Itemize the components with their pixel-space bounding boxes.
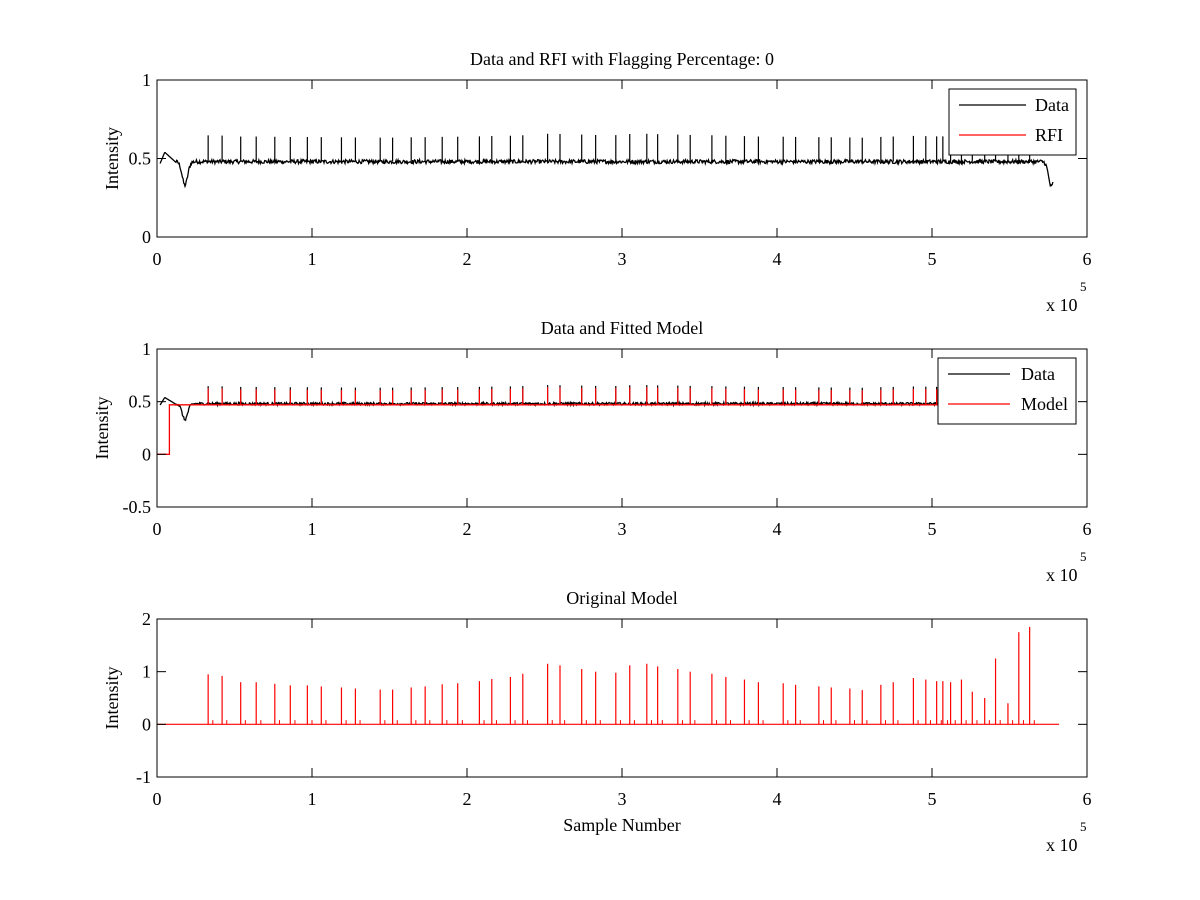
- x-tick-label: 6: [1083, 789, 1092, 809]
- y-tick-label: 0: [142, 714, 151, 734]
- x-tick-label: 2: [463, 249, 472, 269]
- y-tick-label: 1: [142, 339, 151, 359]
- legend-label-rfi: RFI: [1035, 125, 1063, 145]
- x-tick-label: 1: [308, 789, 317, 809]
- plot-area: [159, 128, 1054, 189]
- chart-title: Data and RFI with Flagging Percentage: 0: [470, 49, 774, 69]
- x-tick-label: 5: [928, 249, 937, 269]
- plot-area: [157, 626, 1060, 725]
- chart-title: Original Model: [566, 588, 677, 608]
- legend: Data Model: [937, 357, 1077, 425]
- y-axis-label: Intensity: [102, 667, 122, 730]
- series-line-data: [159, 151, 1054, 189]
- y-tick-label: -1: [136, 767, 151, 787]
- y-axis-label: Intensity: [92, 397, 112, 460]
- x-tick-label: 4: [773, 519, 782, 539]
- x-tick-label: 0: [153, 789, 162, 809]
- x-tick-label: 0: [153, 249, 162, 269]
- y-tick-label: 0.5: [129, 149, 152, 169]
- y-tick-label: 0.5: [129, 392, 152, 412]
- x-exponent-base: x 10: [1046, 295, 1078, 315]
- x-exponent-power: 5: [1080, 819, 1087, 834]
- x-tick-label: 6: [1083, 519, 1092, 539]
- legend-label-data: Data: [1021, 364, 1055, 384]
- x-tick-label: 1: [308, 519, 317, 539]
- y-tick-label: 0: [142, 227, 151, 247]
- x-tick-label: 0: [153, 519, 162, 539]
- x-exponent-base: x 10: [1046, 835, 1078, 855]
- x-tick-label: 5: [928, 789, 937, 809]
- x-tick-label: 3: [618, 519, 627, 539]
- x-tick-label: 1: [308, 249, 317, 269]
- x-exponent-power: 5: [1080, 549, 1087, 564]
- y-tick-label: 1: [142, 70, 151, 90]
- y-axis-label: Intensity: [102, 127, 122, 190]
- legend-label-data: Data: [1035, 95, 1069, 115]
- x-tick-label: 4: [773, 789, 782, 809]
- y-tick-label: 0: [142, 444, 151, 464]
- x-tick-label: 3: [618, 789, 627, 809]
- y-tick-label: -0.5: [123, 497, 152, 517]
- legend-box: [948, 88, 1077, 156]
- x-exponent-power: 5: [1080, 279, 1087, 294]
- x-tick-label: 3: [618, 249, 627, 269]
- y-tick-label: 1: [142, 662, 151, 682]
- x-axis-label: Sample Number: [563, 815, 680, 835]
- x-exponent-base: x 10: [1046, 565, 1078, 585]
- x-tick-label: 6: [1083, 249, 1092, 269]
- y-tick-label: 2: [142, 609, 151, 629]
- x-tick-label: 5: [928, 519, 937, 539]
- legend: Data RFI: [948, 88, 1077, 156]
- legend-label-model: Model: [1021, 394, 1068, 414]
- x-tick-label: 2: [463, 519, 472, 539]
- legend-box: [937, 357, 1077, 425]
- x-tick-label: 2: [463, 789, 472, 809]
- chart-title: Data and Fitted Model: [541, 318, 703, 338]
- x-tick-label: 4: [773, 249, 782, 269]
